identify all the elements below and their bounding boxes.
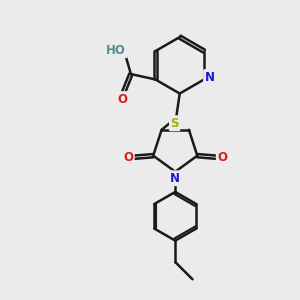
Text: N: N bbox=[170, 172, 180, 185]
Text: HO: HO bbox=[106, 44, 126, 57]
Text: N: N bbox=[205, 70, 214, 83]
Text: O: O bbox=[123, 151, 133, 164]
Text: O: O bbox=[217, 151, 227, 164]
Text: S: S bbox=[170, 117, 179, 130]
Text: O: O bbox=[118, 92, 128, 106]
